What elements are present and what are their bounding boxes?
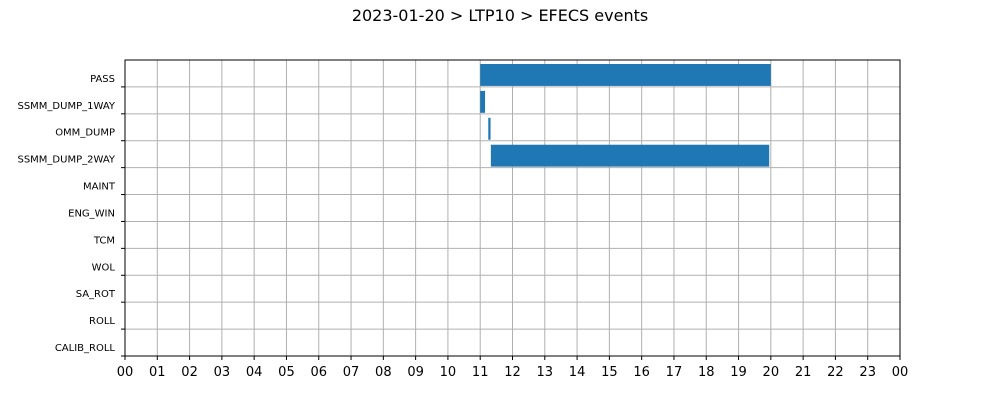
x-tick-label: 22 [827,365,844,380]
y-tick-label: PASS [90,74,115,85]
x-tick-label: 02 [181,365,198,380]
x-tick-label: 05 [278,365,295,380]
event-bar [480,64,771,86]
x-tick-label: 08 [375,365,392,380]
x-tick-label: 01 [149,365,166,380]
event-bar [488,117,491,140]
x-tick-label: 20 [763,365,780,380]
x-tick-label: 04 [246,365,263,380]
x-tick-label: 17 [666,365,683,380]
y-tick-label: ENG_WIN [68,208,115,219]
y-tick-label: WOL [92,262,116,273]
event-bar [480,90,486,113]
y-tick-label: SSMM_DUMP_1WAY [17,101,115,112]
x-tick-label: 07 [343,365,360,380]
y-tick-label: CALIB_ROLL [55,343,116,354]
event-bars [480,64,771,167]
x-tick-label: 11 [472,365,489,380]
x-tick-label: 00 [892,365,909,380]
y-tick-label: ROLL [89,316,115,327]
x-tick-label: 14 [569,365,586,380]
y-axis: PASS SSMM_DUMP_1WAY OMM_DUMP SSMM_DUMP_2WAY… [17,74,125,357]
x-tick-label: 00 [117,365,134,380]
chart-title: 2023-01-20 > LTP10 > EFECS events [351,6,649,25]
x-tick-label: 06 [310,365,327,380]
x-tick-label: 16 [633,365,650,380]
x-tick-label: 13 [537,365,554,380]
x-axis: 00 01 02 03 04 05 06 07 08 09 10 11 12 13 14 15 16 17 18 19… [117,356,909,380]
y-tick-label: SSMM_DUMP_2WAY [17,155,115,166]
x-tick-label: 23 [859,365,876,380]
x-tick-label: 10 [440,365,457,380]
y-tick-label: OMM_DUMP [55,128,115,139]
x-tick-label: 09 [407,365,424,380]
event-bar [490,144,770,167]
grid-lines [125,60,900,356]
x-tick-label: 19 [730,365,747,380]
x-tick-label: 03 [214,365,231,380]
x-tick-label: 18 [698,365,715,380]
x-tick-label: 12 [504,365,521,380]
x-tick-label: 21 [795,365,812,380]
y-tick-label: TCM [93,235,115,246]
y-tick-label: MAINT [83,182,116,193]
x-tick-label: 15 [601,365,618,380]
y-tick-label: SA_ROT [76,289,116,300]
